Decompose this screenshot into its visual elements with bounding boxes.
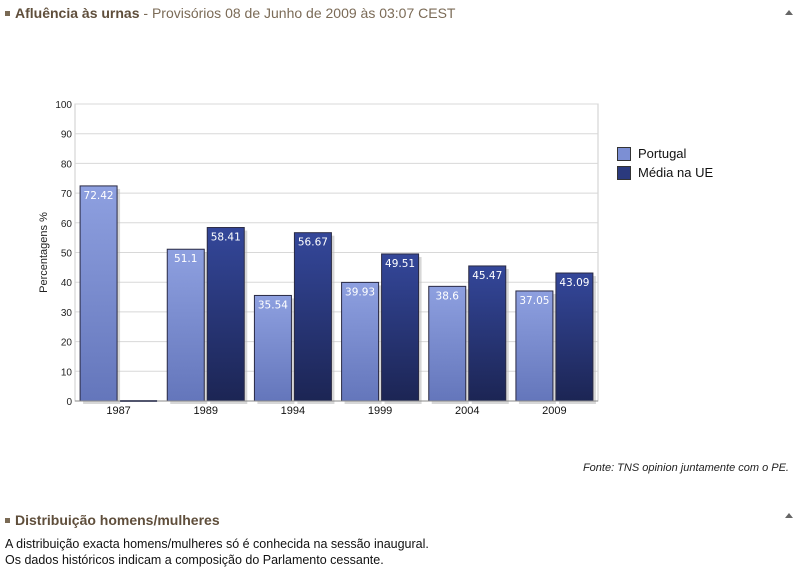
- bar-value-label: 58.41: [211, 232, 241, 244]
- source-note: Fonte: TNS opinion juntamente com o PE.: [582, 462, 789, 474]
- legend-label-eu: Média na UE: [638, 165, 714, 180]
- bullet-icon: [5, 10, 10, 16]
- legend-item-portugal: Portugal: [617, 144, 713, 163]
- x-tick-label: 2009: [542, 405, 566, 417]
- bar: [381, 253, 420, 402]
- y-tick-label: 90: [61, 130, 73, 141]
- collapse-caret-icon[interactable]: [785, 10, 793, 15]
- bar: [341, 281, 380, 402]
- legend-swatch-eu: [617, 165, 631, 180]
- bar: [468, 265, 507, 402]
- y-tick-label: 70: [61, 189, 73, 200]
- x-tick-label: 1999: [368, 405, 392, 417]
- bar-value-label: 72.42: [84, 190, 114, 202]
- y-tick-label: 100: [55, 100, 72, 111]
- bar: [206, 227, 245, 402]
- y-tick-label: 0: [66, 397, 72, 408]
- y-tick-label: 10: [61, 367, 73, 378]
- y-tick-label: 40: [61, 278, 73, 289]
- description-line: A distribuição exacta homens/mulheres só…: [5, 537, 429, 551]
- bar-value-label: 43.09: [559, 277, 589, 289]
- turnout-section-header: Afluência às urnas - Provisórios 08 de J…: [5, 5, 455, 21]
- bar-value-label: 45.47: [472, 270, 502, 282]
- gender-section-header: Distribuição homens/mulheres: [5, 512, 220, 528]
- bar-value-label: 35.54: [258, 299, 288, 311]
- bullet-icon: [5, 517, 10, 523]
- bar: [79, 185, 118, 402]
- bar: [555, 272, 594, 402]
- bar-value-label: 51.1: [174, 253, 197, 265]
- legend-swatch-portugal: [617, 146, 631, 161]
- chart-legend: Portugal Média na UE: [617, 144, 713, 182]
- description-line: Os dados históricos indicam a composição…: [5, 553, 384, 567]
- bar-value-label: 56.67: [298, 237, 328, 249]
- x-tick-label: 2004: [455, 405, 479, 417]
- collapse-caret-icon[interactable]: [785, 513, 793, 518]
- bar-value-label: 38.6: [436, 290, 460, 302]
- legend-label-portugal: Portugal: [638, 146, 687, 161]
- bar-value-label: 39.93: [345, 286, 375, 298]
- bar: [428, 285, 467, 402]
- section-title: Distribuição homens/mulheres: [15, 512, 220, 528]
- bar-value-label: 49.51: [385, 258, 415, 270]
- turnout-bar-chart: 0 10 20 30 40 50 60 70 80 90 100 Percentagens % 72.4…: [38, 100, 599, 417]
- x-tick-label: 1987: [106, 405, 130, 417]
- y-axis-label: Percentagens %: [38, 212, 50, 293]
- section-title: Afluência às urnas: [15, 5, 140, 21]
- y-tick-label: 50: [61, 249, 73, 260]
- bar: [293, 232, 332, 402]
- bar: [166, 248, 205, 402]
- y-tick-label: 20: [61, 338, 73, 349]
- bar: [515, 290, 554, 402]
- bar-value-label: 37.05: [519, 295, 549, 307]
- x-tick-label: 1994: [281, 405, 305, 417]
- y-tick-label: 80: [61, 159, 73, 170]
- y-tick-label: 30: [61, 308, 73, 319]
- gender-description: A distribuição exacta homens/mulheres só…: [5, 536, 429, 568]
- x-tick-label: 1989: [194, 405, 218, 417]
- y-tick-label: 60: [61, 219, 73, 230]
- section-subtitle: - Provisórios 08 de Junho de 2009 às 03:…: [139, 5, 456, 21]
- legend-item-eu: Média na UE: [617, 163, 713, 182]
